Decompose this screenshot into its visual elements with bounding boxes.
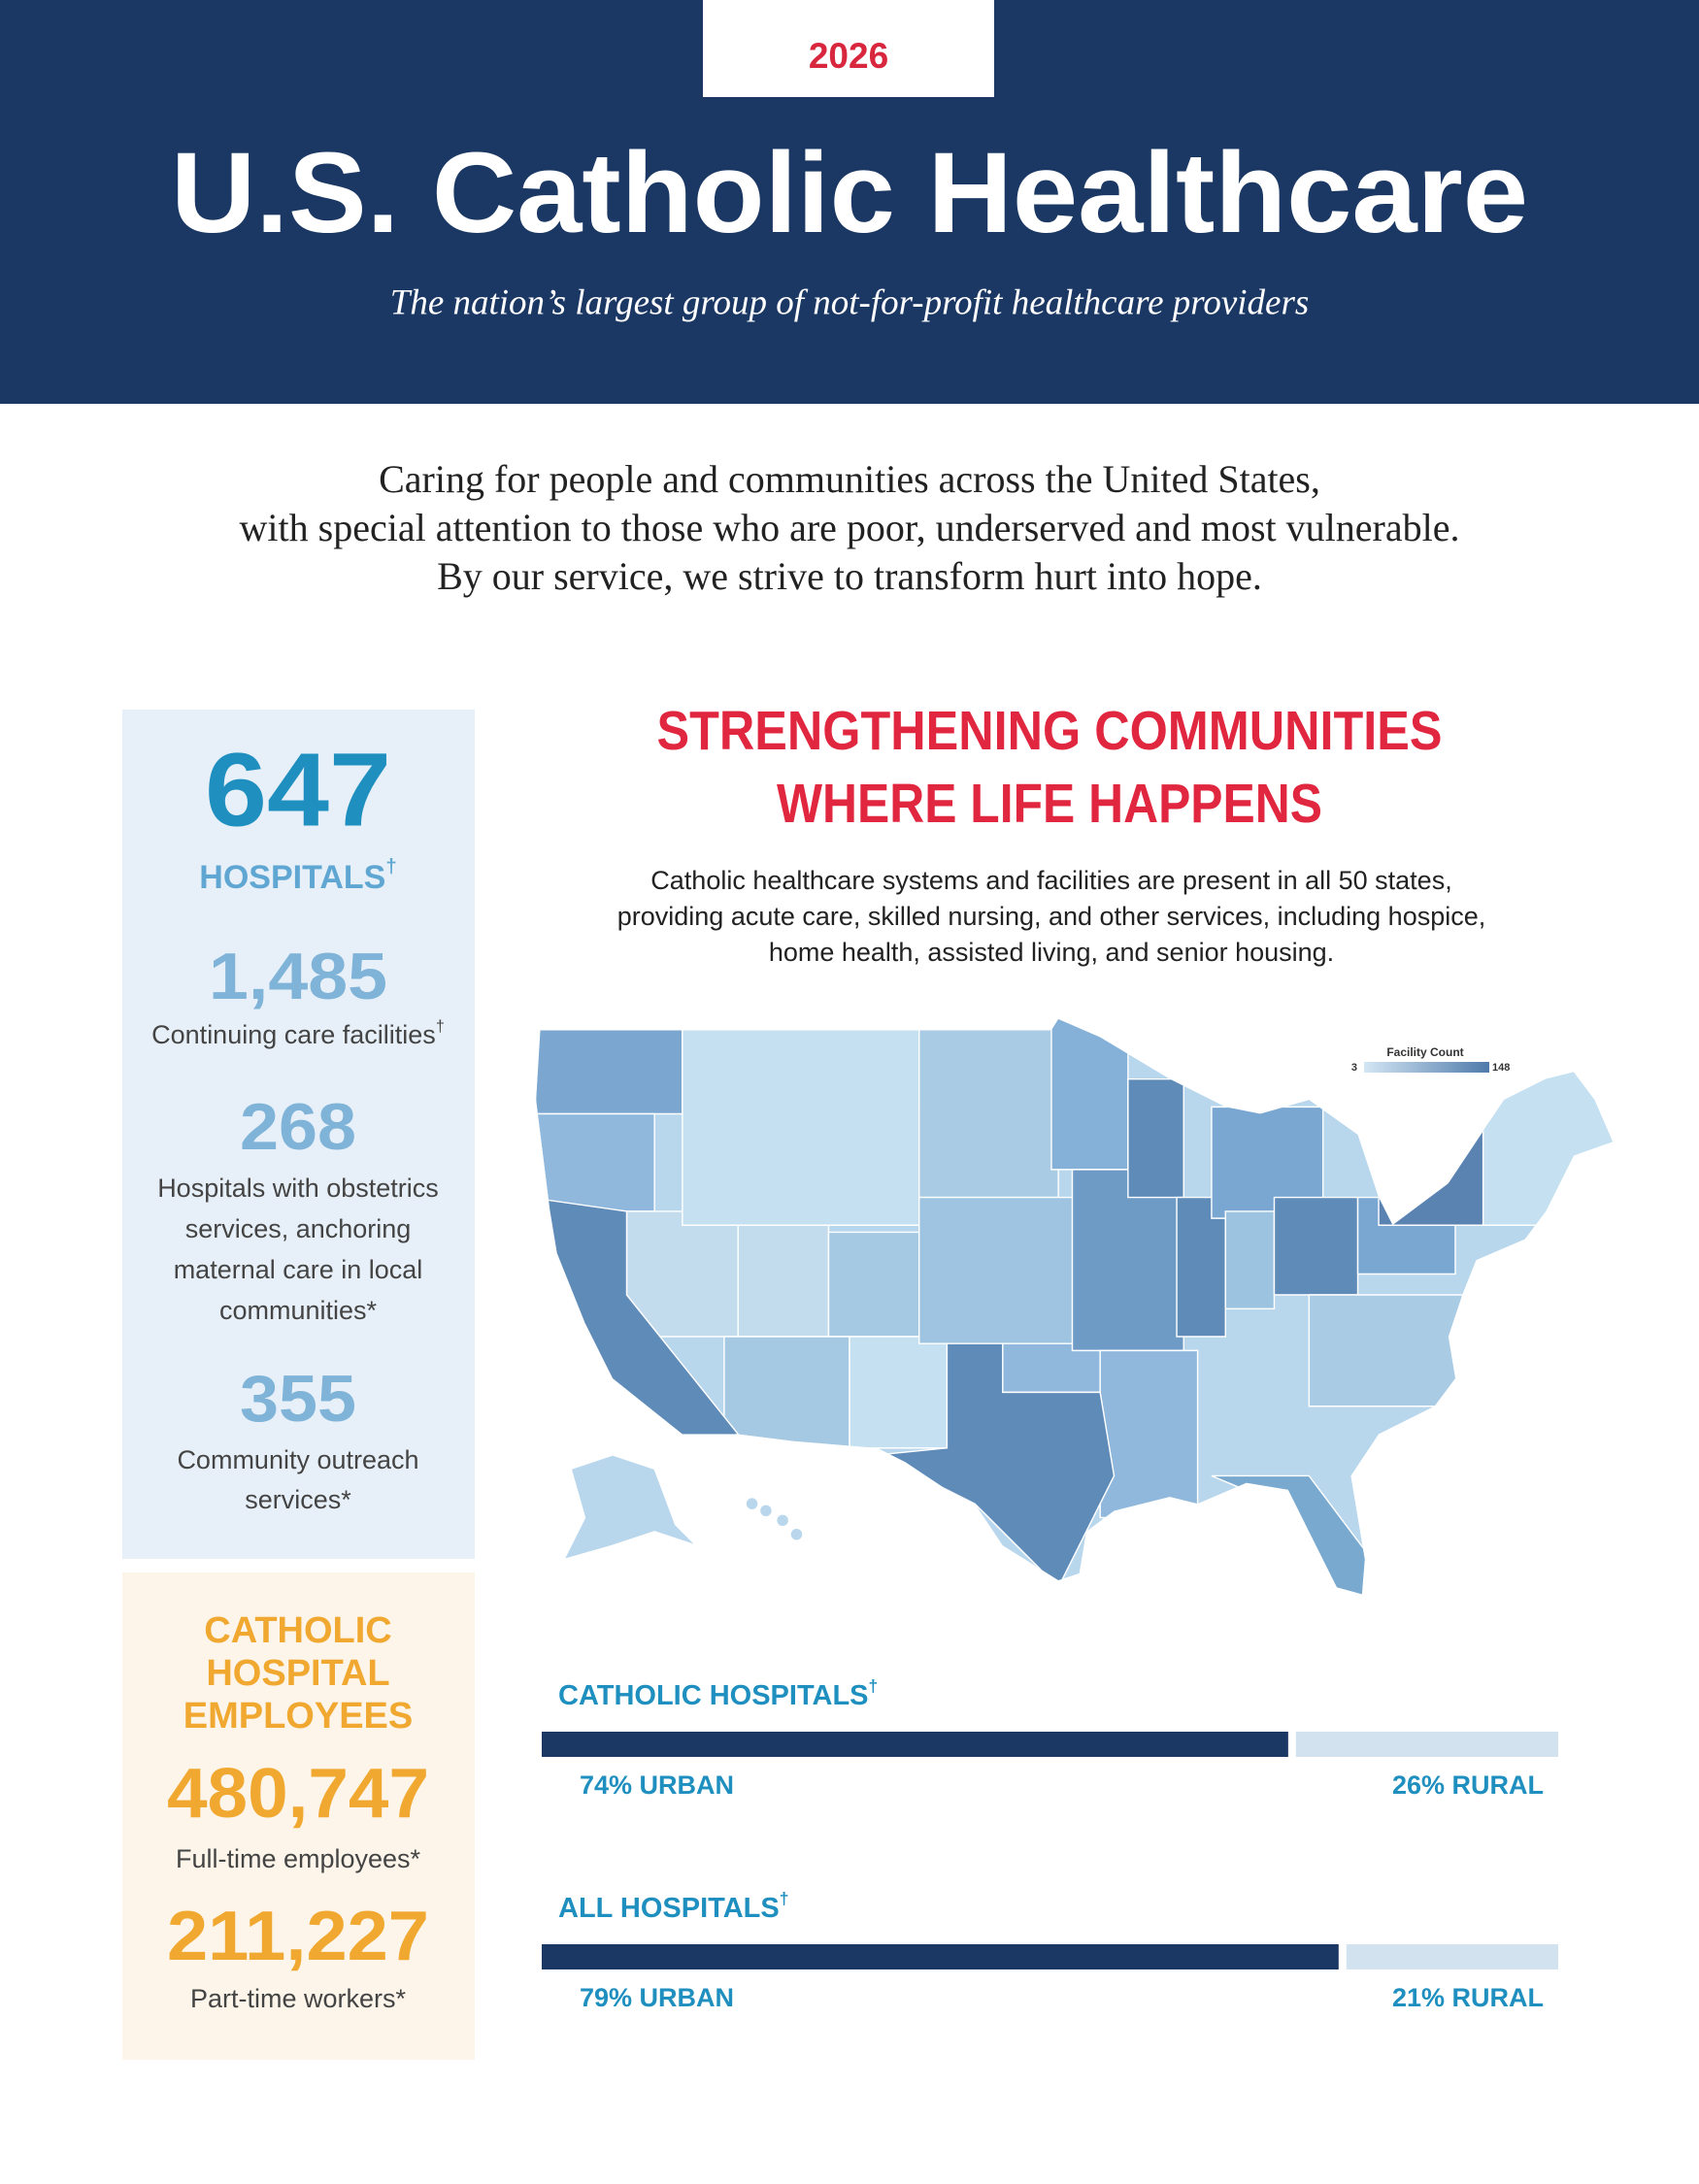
rural-bar: [1346, 1944, 1558, 1969]
state: [1308, 1294, 1463, 1407]
section-title: WHERE LIFE HAPPENS: [777, 773, 1322, 835]
state: [682, 1018, 920, 1226]
year-box: [703, 0, 994, 97]
state: [1273, 1196, 1359, 1296]
legend-scale: [1364, 1062, 1489, 1073]
state: [1050, 1018, 1129, 1171]
rural-label: 21% RURAL: [1392, 1983, 1544, 2012]
urban-label: 79% URBAN: [580, 1983, 734, 2012]
state: [875, 1342, 1116, 1589]
urban-label: 74% URBAN: [580, 1770, 734, 1800]
bar-title-mark: †: [869, 1675, 879, 1695]
employees-heading: HOSPITAL: [206, 1653, 389, 1694]
intro-line: Caring for people and communities across…: [379, 457, 1320, 501]
rural-label: 26% RURAL: [1392, 1770, 1544, 1800]
stat-label-text: Continuing care facilities: [151, 1020, 436, 1049]
stat-label-mark: †: [385, 856, 396, 877]
stat-label-text: HOSPITALS: [199, 859, 385, 896]
state: [1378, 1119, 1491, 1226]
bar-title: ALL HOSPITALS†: [558, 1888, 788, 1923]
stat-number: 1,485: [209, 940, 387, 1013]
section-description: home health, assisted living, and senior…: [769, 938, 1334, 967]
stat-number: 647: [205, 731, 391, 848]
state: [917, 1018, 1059, 1199]
stat-label: Community outreach: [177, 1445, 418, 1474]
employee-number: 211,227: [167, 1898, 429, 1975]
title: U.S. Catholic Healthcare: [171, 129, 1528, 257]
stat-number: 268: [240, 1090, 356, 1164]
stat-label: services*: [245, 1485, 351, 1514]
rural-bar: [1295, 1732, 1558, 1757]
legend-max: 148: [1492, 1062, 1510, 1074]
bar-title-text: ALL HOSPITALS: [558, 1893, 780, 1924]
bar-title-mark: †: [780, 1888, 789, 1907]
section-title: STRENGTHENING COMMUNITIES: [657, 700, 1443, 762]
state: [723, 1336, 850, 1449]
subtitle: The nation’s largest group of not-for-pr…: [390, 282, 1310, 322]
state: [1224, 1210, 1276, 1310]
year: 2026: [809, 36, 888, 76]
hawaii-island: [790, 1528, 803, 1540]
employees-heading: CATHOLIC: [204, 1610, 392, 1651]
hawaii-island: [777, 1514, 788, 1527]
stats-panel: [122, 710, 475, 1559]
stat-label: communities*: [219, 1296, 378, 1325]
state: [536, 1112, 655, 1212]
urban-bar: [542, 1732, 1288, 1757]
legend-min: 3: [1351, 1062, 1357, 1074]
employee-number: 480,747: [167, 1755, 429, 1833]
stat-label: Hospitals with obstetrics: [157, 1174, 439, 1203]
stat-label-mark: †: [436, 1018, 445, 1036]
stat-label: maternal care in local: [174, 1255, 423, 1284]
stat-label: HOSPITALS†: [199, 856, 396, 895]
bar-title-text: CATHOLIC HOSPITALS: [558, 1680, 869, 1711]
hawaii-island: [746, 1498, 758, 1509]
bar-title: CATHOLIC HOSPITALS†: [558, 1675, 878, 1710]
state: [849, 1336, 962, 1449]
section-description: Catholic healthcare systems and faciliti…: [650, 866, 1451, 895]
us-map: [536, 1018, 1614, 1595]
section-description: providing acute care, skilled nursing, a…: [617, 902, 1486, 931]
stat-label: services, anchoring: [185, 1214, 412, 1243]
legend-title: Facility Count: [1386, 1045, 1463, 1059]
hawaii-island: [760, 1505, 772, 1517]
state: [536, 1196, 740, 1449]
employee-label: Full-time employees*: [176, 1844, 421, 1873]
employees-heading: EMPLOYEES: [183, 1696, 414, 1737]
map-states: [536, 1018, 1614, 1595]
employee-label: Part-time workers*: [190, 1984, 407, 2013]
state: [1482, 1057, 1614, 1226]
state: [1099, 1349, 1199, 1519]
stat-label: Continuing care facilities†: [151, 1018, 445, 1049]
alaska: [562, 1454, 697, 1561]
state: [536, 1018, 683, 1115]
employees-panel: [122, 1572, 475, 2060]
stat-number: 355: [240, 1362, 356, 1436]
state: [1127, 1077, 1184, 1199]
urban-bar: [542, 1944, 1339, 1969]
intro-line: with special attention to those who are …: [240, 506, 1460, 549]
state: [737, 1224, 830, 1338]
state: [1176, 1196, 1226, 1338]
intro-line: By our service, we strive to transform h…: [437, 554, 1262, 598]
